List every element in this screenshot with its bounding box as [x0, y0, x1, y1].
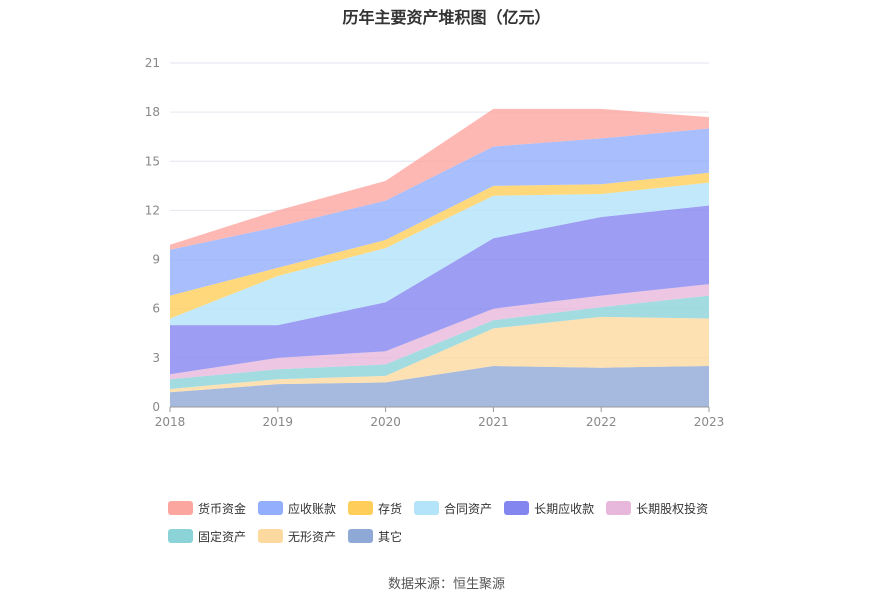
axis-layer: 0 3 6 9 12 15 18 21 2018 2019 2020 2021 2022 2023: [145, 56, 725, 429]
legend: 货币资金 应收账款 存货 合同资产 长期应收款 长期股权投资 固定资产 无形资产 其它: [168, 494, 748, 550]
area-layer: [170, 108, 709, 407]
area-series-合同资产: [170, 182, 709, 326]
legend-swatch: [504, 501, 530, 515]
legend-item[interactable]: 其它: [348, 528, 402, 545]
legend-swatch: [168, 529, 193, 543]
legend-label: 无形资产: [288, 529, 337, 544]
legend-swatch: [414, 501, 440, 515]
area-series-长期股权投资: [170, 284, 709, 380]
y-tick-label: 9: [152, 253, 160, 267]
legend-item[interactable]: 固定资产: [168, 528, 246, 545]
legend-label: 长期股权投资: [636, 501, 709, 516]
y-tick-label: 3: [152, 351, 160, 365]
source-note: 数据来源：恒生聚源: [387, 577, 505, 592]
legend-swatch: [606, 501, 632, 515]
legend-label: 货币资金: [198, 501, 247, 516]
area-series-存货: [170, 172, 709, 319]
legend-label: 应收账款: [288, 501, 337, 516]
area-series-长期应收款: [170, 205, 709, 375]
y-tick-label: 18: [145, 105, 160, 119]
area-series-无形资产: [170, 316, 709, 393]
legend-row-1: 货币资金 应收账款 存货 合同资产 长期应收款 长期股权投资: [168, 494, 748, 522]
legend-swatch: [258, 501, 284, 515]
y-tick-label: 12: [145, 203, 160, 217]
legend-item[interactable]: 货币资金: [168, 500, 246, 517]
y-tick-label: 0: [152, 400, 160, 414]
x-tick-label: 2019: [263, 415, 294, 429]
legend-label: 长期应收款: [534, 501, 595, 516]
legend-item[interactable]: 存货: [348, 500, 402, 517]
legend-item[interactable]: 长期股权投资: [606, 500, 708, 517]
legend-swatch: [348, 529, 374, 543]
area-series-其它: [170, 366, 709, 407]
y-tick-label: 6: [152, 302, 160, 316]
legend-item[interactable]: 无形资产: [258, 528, 336, 545]
x-tick-label: 2023: [694, 415, 725, 429]
legend-item[interactable]: 长期应收款: [504, 500, 594, 517]
legend-label: 合同资产: [444, 501, 493, 516]
legend-label: 固定资产: [198, 529, 247, 544]
legend-label: 其它: [378, 529, 403, 544]
legend-item[interactable]: 合同资产: [414, 500, 492, 517]
area-series-固定资产: [170, 295, 709, 389]
area-series-货币资金: [170, 108, 709, 250]
x-tick-label: 2021: [478, 415, 509, 429]
legend-swatch: [258, 529, 284, 543]
y-tick-label: 15: [145, 154, 160, 168]
legend-item[interactable]: 应收账款: [258, 500, 336, 517]
x-tick-label: 2018: [155, 415, 186, 429]
legend-swatch: [168, 501, 193, 515]
chart-title: 历年主要资产堆积图（亿元）: [342, 8, 551, 27]
y-tick-label: 21: [145, 56, 160, 70]
legend-row-2: 固定资产 无形资产 其它: [168, 522, 748, 550]
area-series-应收账款: [170, 128, 709, 296]
legend-label: 存货: [378, 501, 403, 516]
legend-swatch: [348, 501, 374, 515]
x-tick-label: 2022: [586, 415, 617, 429]
x-tick-label: 2020: [370, 415, 401, 429]
